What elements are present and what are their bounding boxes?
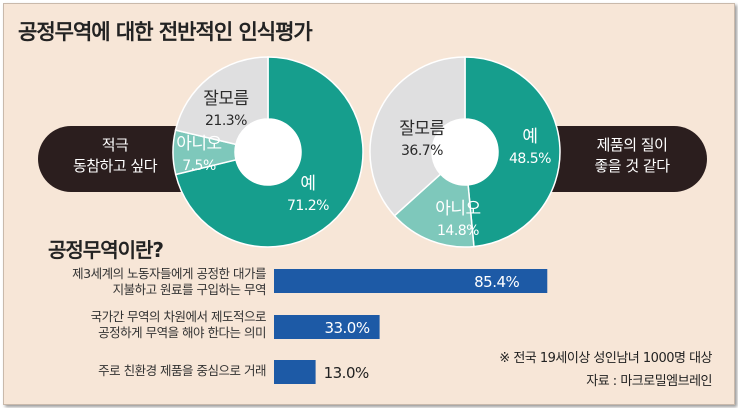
donut-right-label-2: 아니오 xyxy=(435,199,480,219)
bar-chart-title: 공정무역이란? xyxy=(48,238,164,262)
donut-left-value-2: 7.5% xyxy=(182,158,216,174)
bar-category-1-line2: 지불하고 원료를 구입하는 무역 xyxy=(112,282,267,297)
infographic-title: 공정무역에 대한 전반적인 인식평가 xyxy=(18,20,313,44)
donut-left-value-1: 71.2% xyxy=(287,198,329,214)
caption-pill-right-line1: 제품의 질이 xyxy=(597,136,668,154)
donut-left-hole xyxy=(235,119,301,185)
bar-2 xyxy=(274,315,380,339)
donut-left-label-2: 아니오 xyxy=(176,134,221,154)
donut-right-hole xyxy=(432,119,498,185)
donut-right-value-2: 14.8% xyxy=(437,223,479,239)
bar-category-3: 주로 친환경 제품을 중심으로 거래 xyxy=(34,363,266,379)
donut-right-label-1: 예 xyxy=(522,127,537,147)
sample-note: ※ 전국 19세이상 성인남녀 1000명 대상 xyxy=(499,351,712,366)
caption-pill-left-line2: 동참하고 싶다 xyxy=(73,157,158,175)
source-note: 자료 : 마크로밀엠브레인 xyxy=(586,374,712,389)
bar-category-1-line1: 제3세계의 노동자들에게 공정한 대가를 xyxy=(72,266,266,281)
bar-category-2-line2: 공정하게 무역을 해야 한다는 의미 xyxy=(98,325,266,340)
caption-pill-right-line2: 좋을 것 같다 xyxy=(594,157,670,175)
bar-category-1: 제3세계의 노동자들에게 공정한 대가를 지불하고 원료를 구입하는 무역 xyxy=(34,266,266,298)
donut-right-value-1: 48.5% xyxy=(509,151,551,167)
bar-category-3-line1: 주로 친환경 제품을 중심으로 거래 xyxy=(98,363,266,378)
bar-category-2: 국가간 무역의 차원에서 제도적으로 공정하게 무역을 해야 한다는 의미 xyxy=(34,309,267,341)
bar-value-3: 13.0% xyxy=(324,364,369,382)
bar-1 xyxy=(274,269,548,293)
donut-right-value-3: 36.7% xyxy=(401,143,443,159)
donut-left-label-1: 예 xyxy=(300,174,315,194)
bar-3 xyxy=(274,360,316,384)
bar-value-1: 85.4% xyxy=(474,273,519,291)
donut-left-value-3: 21.3% xyxy=(205,113,247,129)
caption-pill-left-line1: 적극 xyxy=(102,136,129,154)
bar-value-2: 33.0% xyxy=(324,319,369,337)
donut-left-label-3: 잘모름 xyxy=(203,89,248,109)
donut-right-label-3: 잘모름 xyxy=(399,119,444,139)
bar-category-2-line1: 국가간 무역의 차원에서 제도적으로 xyxy=(90,309,267,324)
